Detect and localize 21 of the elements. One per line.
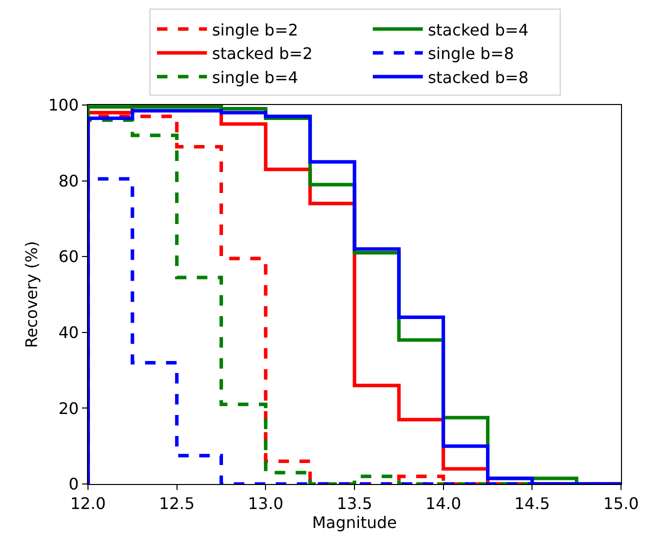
y-axis-title: Recovery (%)	[22, 241, 42, 348]
x-tick-label: 13.5	[336, 494, 372, 514]
legend-label: single b=4	[212, 68, 298, 87]
x-tick-label: 13.0	[248, 494, 284, 514]
y-tick-label: 0	[68, 474, 79, 494]
y-tick-label: 20	[58, 398, 79, 418]
legend-label: single b=8	[428, 44, 514, 64]
x-tick-label: 14.5	[514, 494, 550, 514]
x-tick-label: 12.5	[159, 494, 195, 514]
y-tick-label: 40	[58, 323, 79, 342]
x-axis-title: Magnitude	[312, 513, 397, 532]
legend-label: stacked b=2	[212, 44, 313, 64]
x-tick-label: 14.0	[426, 494, 462, 514]
y-tick-label: 100	[48, 96, 79, 115]
y-tick-label: 60	[58, 247, 79, 266]
legend-label: stacked b=8	[428, 68, 529, 87]
y-tick-label: 80	[58, 171, 79, 190]
x-tick-label: 12.0	[70, 494, 106, 514]
x-tick-label: 15.0	[603, 494, 639, 514]
legend-label: stacked b=4	[428, 20, 529, 40]
legend-label: single b=2	[212, 20, 298, 40]
